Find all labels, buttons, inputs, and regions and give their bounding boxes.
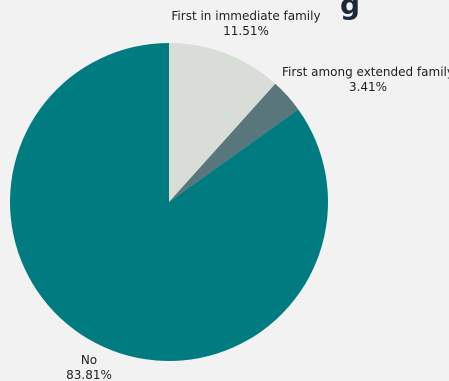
slice-label-3: No 83.81% (66, 353, 112, 381)
pie-slice-1 (169, 43, 276, 202)
pie-slices (9, 43, 328, 362)
slice-name: No (81, 353, 97, 367)
slice-value: 11.51% (223, 24, 269, 38)
slice-name: First among extended family (282, 65, 449, 79)
chart-title-fragment: g (340, 0, 360, 21)
slice-value: 83.81% (66, 368, 112, 381)
slice-label-2: First among extended family 3.41% (282, 65, 449, 94)
pie-slice-2 (169, 83, 299, 202)
slice-value: 3.41% (349, 80, 387, 94)
slice-label-1: First in immediate family 11.51% (171, 9, 320, 38)
slice-name: First in immediate family (171, 9, 320, 23)
pie-slice-3 (9, 43, 328, 362)
slice-labels: First in immediate family 11.51% First amo… (66, 9, 449, 381)
